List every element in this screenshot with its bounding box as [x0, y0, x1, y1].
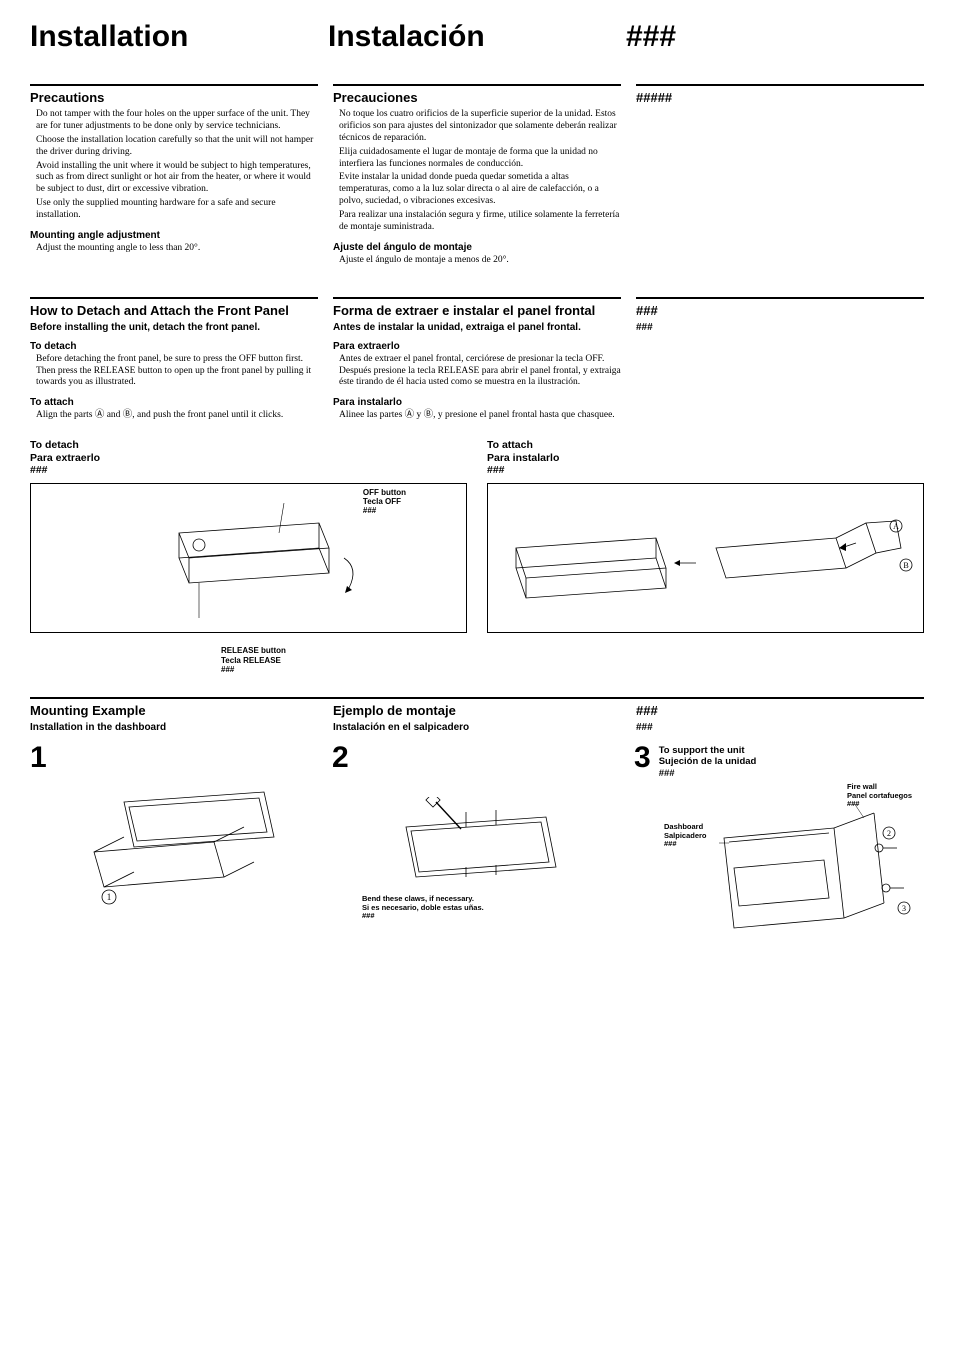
step-3-title: To support the unit Sujeción de la unida…	[659, 743, 757, 779]
detach-attach-row: How to Detach and Attach the Front Panel…	[30, 297, 924, 425]
precautions-p1-es: No toque los cuatro orificios de la supe…	[333, 109, 621, 145]
da-attach-body-es: Alinee las partes Ⓐ y Ⓑ, y presione el p…	[333, 410, 621, 422]
precautions-head-jp: #####	[636, 90, 924, 105]
precautions-p3-es: Evite instalar la unidad donde pueda que…	[333, 172, 621, 208]
svg-text:2: 2	[887, 829, 891, 838]
step-2-box: Bend these claws, if necessary. Si es ne…	[332, 777, 619, 927]
angle-body-en: Adjust the mounting angle to less than 2…	[30, 243, 318, 255]
panel-detach-title: To detach Para extraerlo ###	[30, 439, 467, 477]
angle-head-es: Ajuste del ángulo de montaje	[333, 242, 621, 253]
step-3-box: Fire wall Panel cortafuegos ### Dashboar…	[634, 783, 924, 943]
dashboard-label: Dashboard Salpicadero ###	[664, 823, 707, 849]
da-attach-head-en: To attach	[30, 397, 318, 408]
da-before-es: Antes de instalar la unidad, extraiga el…	[333, 322, 621, 333]
da-detach-head-es: Para extraerlo	[333, 341, 621, 352]
step-2-illustration-icon	[366, 797, 586, 907]
angle-body-es: Ajuste el ángulo de montaje a menos de 2…	[333, 255, 621, 267]
svg-text:3: 3	[902, 904, 906, 913]
step-3-illustration-icon: 2 3	[634, 788, 924, 938]
mount-head-jp: ###	[636, 703, 924, 718]
release-button-label: RELEASE button Tecla RELEASE ###	[221, 646, 286, 674]
precautions-p2-es: Elija cuidadosamente el lugar de montaje…	[333, 147, 621, 171]
title-en: Installation	[30, 20, 328, 54]
detach-illustration-icon	[119, 498, 379, 618]
da-before-en: Before installing the unit, detach the f…	[30, 322, 318, 333]
da-detach-body-en: Before detaching the front panel, be sur…	[30, 354, 318, 390]
precautions-p4-en: Use only the supplied mounting hardware …	[30, 198, 318, 222]
svg-text:B: B	[903, 561, 908, 570]
da-detach-body-es: Antes de extraer el panel frontal, cerci…	[333, 354, 621, 390]
step-3-num: 3	[634, 743, 651, 773]
precautions-p3-en: Avoid installing the unit where it would…	[30, 161, 318, 197]
step-1-illustration-icon: 1	[64, 782, 284, 922]
precautions-p4-es: Para realizar una instalación segura y f…	[333, 210, 621, 234]
da-head-en: How to Detach and Attach the Front Panel	[30, 303, 318, 318]
mounting-head-row: Mounting Example Installation in the das…	[30, 703, 924, 739]
bend-claws-label: Bend these claws, if necessary. Si es ne…	[362, 895, 542, 921]
da-head-es: Forma de extraer e instalar el panel fro…	[333, 303, 621, 318]
da-before-jp: ###	[636, 322, 924, 333]
da-attach-body-en: Align the parts Ⓐ and Ⓑ, and push the fr…	[30, 410, 318, 422]
mount-sub-en: Installation in the dashboard	[30, 722, 318, 733]
mount-sub-es: Instalación en el salpicadero	[333, 722, 621, 733]
step-1-num: 1	[30, 743, 47, 773]
title-jp: ###	[626, 20, 924, 54]
step-3: 3 To support the unit Sujeción de la uni…	[634, 743, 924, 943]
title-es: Instalación	[328, 20, 626, 54]
precautions-row: Precautions Do not tamper with the four …	[30, 84, 924, 269]
da-detach-head-en: To detach	[30, 341, 318, 352]
svg-text:A: A	[893, 522, 899, 531]
mount-head-en: Mounting Example	[30, 703, 318, 718]
illustration-panels: To detach Para extraerlo ### OFF button …	[30, 439, 924, 633]
step-2-num: 2	[332, 743, 349, 773]
panel-detach-box: OFF button Tecla OFF ###	[30, 483, 467, 633]
firewall-label: Fire wall Panel cortafuegos ###	[847, 783, 912, 809]
da-attach-head-es: Para instalarlo	[333, 397, 621, 408]
mount-head-es: Ejemplo de montaje	[333, 703, 621, 718]
precautions-head-es: Precauciones	[333, 90, 621, 105]
precautions-p2-en: Choose the installation location careful…	[30, 135, 318, 159]
off-button-label: OFF button Tecla OFF ###	[363, 488, 406, 516]
svg-text:1: 1	[106, 892, 111, 902]
precautions-head-en: Precautions	[30, 90, 318, 105]
step-2: 2 Bend these claws, if necessary.	[332, 743, 619, 943]
step-1: 1 1	[30, 743, 317, 943]
step-1-box: 1	[30, 777, 317, 927]
angle-head-en: Mounting angle adjustment	[30, 230, 318, 241]
mount-sub-jp: ###	[636, 722, 924, 733]
panel-attach-box: A B	[487, 483, 924, 633]
precautions-p1-en: Do not tamper with the four holes on the…	[30, 109, 318, 133]
steps-row: 1 1	[30, 743, 924, 943]
panel-attach-title: To attach Para instalarlo ###	[487, 439, 924, 477]
attach-illustration-icon: A B	[496, 493, 916, 623]
page-title-row: Installation Instalación ###	[30, 20, 924, 54]
da-head-jp: ###	[636, 303, 924, 318]
